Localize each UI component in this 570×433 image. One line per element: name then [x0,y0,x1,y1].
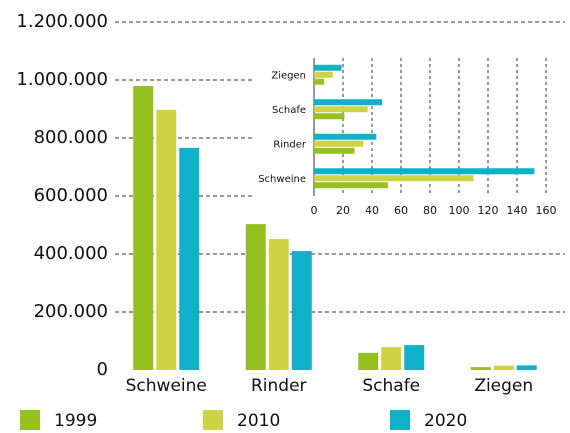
bar [179,147,200,370]
y-tick-label: Schafe [272,105,306,116]
bar [133,86,154,370]
bar [314,106,368,113]
bar [314,140,364,147]
bar [381,347,402,370]
x-tick-label: Schweine [126,376,207,396]
x-tick-label: Rinder [251,376,307,396]
bar [314,133,377,140]
legend-swatch [203,410,223,430]
bar [156,109,177,371]
y-tick-label: 0 [97,359,108,380]
x-tick-label: 140 [507,204,528,217]
y-tick-label: Schweine [258,174,306,185]
x-tick-label: 20 [336,204,350,217]
y-tick-label: 400.000 [34,243,108,264]
x-tick-label: 160 [536,204,557,217]
x-tick-label: 100 [449,204,470,217]
bar [245,224,266,370]
legend-label: 2020 [424,411,467,431]
bar [314,175,474,182]
bar [314,78,325,85]
legend-swatch [390,410,410,430]
y-tick-label: 1.200.000 [16,11,108,32]
x-tick-label: 0 [311,204,318,217]
bar [314,71,333,78]
y-tick-label: 800.000 [34,127,108,148]
bar [314,182,388,189]
x-tick-label: Ziegen [474,376,533,396]
bar [470,367,491,370]
y-tick-label: Rinder [273,139,307,150]
bar [314,99,383,106]
bar [404,345,425,370]
y-tick-label: 200.000 [34,301,108,322]
bar [314,64,342,71]
bar [493,365,514,370]
x-tick-label: 60 [394,204,408,217]
y-tick-label: 600.000 [34,185,108,206]
x-tick-label: 120 [478,204,499,217]
x-tick-label: Schafe [362,376,420,396]
inset-background [252,52,565,222]
x-tick-label: 40 [365,204,379,217]
bar [314,113,345,120]
y-tick-label: Ziegen [271,70,306,81]
legend-swatch [20,410,40,430]
bar [516,365,537,370]
x-tick-label: 80 [423,204,437,217]
bar [268,238,289,370]
bar [358,352,379,370]
bar [291,251,312,370]
legend-label: 1999 [54,411,97,431]
y-tick-label: 1.000.000 [16,69,108,90]
legend-label: 2010 [237,411,280,431]
bar [314,168,535,175]
bar [314,147,355,154]
